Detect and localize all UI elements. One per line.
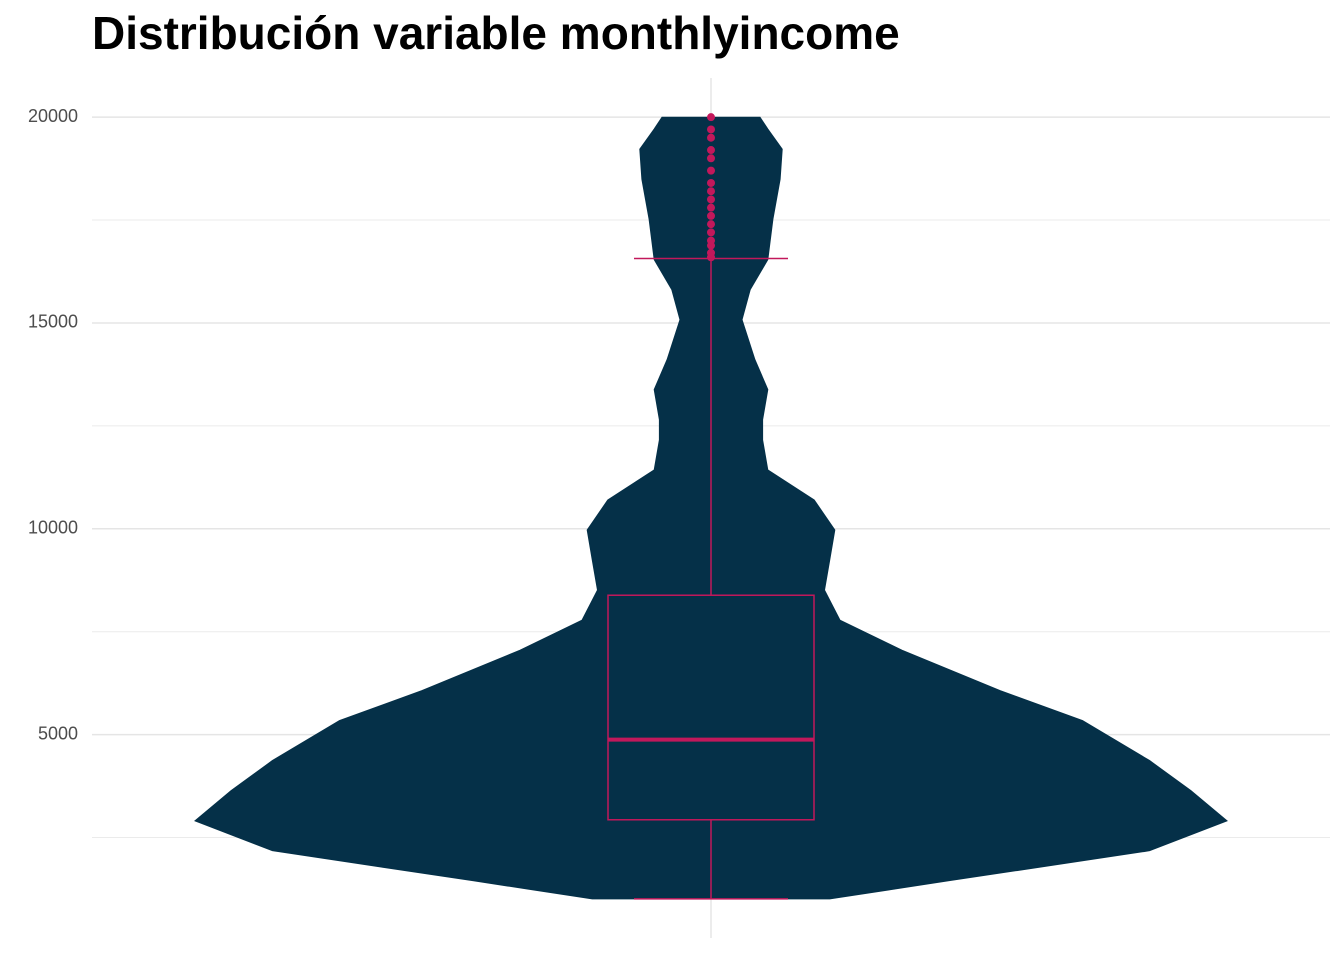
outlier (707, 248, 715, 257)
outlier (707, 228, 715, 237)
y-tick-label: 5000 (38, 723, 78, 743)
violin-left (194, 116, 712, 900)
outlier (707, 195, 715, 204)
box (607, 594, 815, 821)
outlier (707, 125, 715, 134)
outlier (707, 133, 715, 142)
outlier (707, 166, 715, 175)
outlier (707, 178, 715, 187)
y-tick-label: 15000 (28, 312, 78, 332)
outlier (707, 113, 715, 122)
outlier (707, 220, 715, 229)
chart-title: Distribución variable monthlyincome (92, 7, 900, 59)
outlier (707, 187, 715, 196)
y-tick-label: 10000 (28, 518, 78, 538)
outlier (707, 236, 715, 245)
violin-right (710, 116, 1228, 900)
outlier (707, 154, 715, 163)
outlier (707, 146, 715, 155)
y-tick-label: 20000 (28, 106, 78, 126)
outlier (707, 211, 715, 220)
outlier (707, 203, 715, 212)
